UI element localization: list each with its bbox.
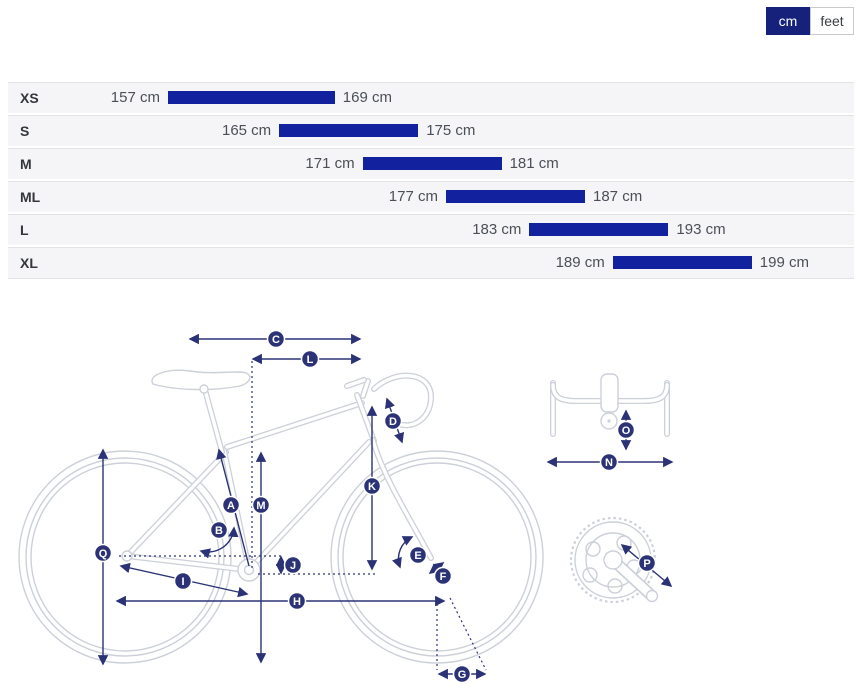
stem-clamp: [600, 373, 619, 413]
bottom-bracket: [237, 558, 261, 582]
bike-side-view: [18, 369, 544, 664]
pedal-hole: [645, 589, 659, 603]
badge-letter: F: [440, 571, 447, 583]
badge-letter: B: [215, 525, 223, 537]
saddle: [151, 369, 251, 394]
rear-dropout: [121, 550, 133, 562]
max-height-value: 193 cm: [676, 221, 726, 238]
badge-g: G: [452, 664, 472, 684]
size-label: ML: [20, 189, 41, 205]
dim-arc-e: [391, 536, 414, 569]
height-range-bar: [362, 157, 502, 170]
badge-q: Q: [93, 543, 113, 563]
size-label: M: [20, 156, 32, 172]
max-height-value: 187 cm: [593, 188, 643, 205]
badge-e: E: [408, 545, 428, 565]
size-label: XS: [20, 90, 39, 106]
badge-l: L: [300, 349, 320, 369]
badge-j: J: [283, 555, 303, 575]
height-range-bar: [612, 256, 752, 269]
dim-arrow-f: [428, 562, 445, 574]
badge-i: I: [173, 571, 193, 591]
badge-o: O: [616, 420, 636, 440]
size-row[interactable]: M 171 cm 181 cm: [8, 148, 854, 179]
front-wheel: [330, 450, 544, 664]
height-range-bar: [446, 190, 585, 203]
min-height-value: 177 cm: [388, 188, 438, 205]
badge-a: A: [221, 495, 241, 515]
min-height-value: 183 cm: [472, 221, 522, 238]
badge-letter: A: [227, 500, 235, 512]
size-label: S: [20, 123, 30, 139]
badge-d: D: [383, 411, 403, 431]
badge-f: F: [433, 566, 453, 586]
min-height-value: 171 cm: [305, 155, 355, 172]
badge-letter: Q: [99, 548, 108, 560]
handlebar-top-view: [550, 373, 670, 437]
min-height-value: 189 cm: [555, 254, 605, 271]
size-table: XS 157 cm 169 cm S 165 cm 175 cm M 171 c…: [8, 82, 854, 281]
max-height-value: 169 cm: [342, 89, 392, 106]
max-height-value: 181 cm: [509, 155, 559, 172]
size-row[interactable]: S 165 cm 175 cm: [8, 115, 854, 146]
badge-letter: E: [414, 550, 421, 562]
size-row[interactable]: XL 189 cm 199 cm: [8, 247, 854, 279]
badge-letter: D: [389, 416, 397, 428]
badge-letter: L: [307, 354, 314, 366]
badge-b: B: [209, 520, 229, 540]
badge-c: C: [266, 329, 286, 349]
min-height-value: 165 cm: [221, 122, 272, 139]
dimension-badges: C L D K A M B Q E J F I H G N O P: [93, 329, 657, 684]
badge-k: K: [362, 476, 382, 496]
badge-letter: K: [368, 481, 376, 493]
size-label: XL: [20, 255, 38, 271]
badge-letter: J: [290, 560, 296, 572]
badge-letter: P: [643, 558, 650, 570]
badge-letter: G: [458, 669, 467, 681]
size-row[interactable]: ML 177 cm 187 cm: [8, 181, 854, 212]
unit-feet-button[interactable]: feet: [810, 7, 854, 35]
badge-p: P: [637, 553, 657, 573]
badge-letter: I: [181, 576, 184, 588]
height-range-bar: [529, 223, 669, 236]
size-label: L: [20, 222, 29, 238]
badge-n: N: [599, 452, 619, 472]
size-row[interactable]: L 183 cm 193 cm: [8, 214, 854, 245]
badge-letter: M: [256, 500, 265, 512]
unit-toggle: cm feet: [766, 7, 854, 35]
dim-arc-b: [199, 526, 239, 559]
badge-letter: N: [605, 457, 613, 469]
geometry-diagram-svg: C L D K A M B Q E J F I H G N O P: [18, 329, 674, 684]
unit-cm-button[interactable]: cm: [766, 7, 810, 35]
geometry-diagram: C L D K A M B Q E J F I H G N O P: [0, 288, 862, 693]
bike-frame: [121, 378, 434, 582]
badge-h: H: [287, 591, 307, 611]
min-height-value: 157 cm: [110, 89, 160, 106]
height-range-bar: [168, 91, 335, 104]
badge-letter: H: [293, 596, 301, 608]
badge-letter: C: [272, 334, 280, 346]
max-height-value: 175 cm: [426, 122, 476, 139]
handlebar-side: [344, 372, 435, 429]
height-range-bar: [279, 124, 419, 137]
badge-m: M: [251, 495, 271, 515]
max-height-value: 199 cm: [759, 254, 809, 271]
badge-letter: O: [622, 425, 631, 437]
size-row[interactable]: XS 157 cm 169 cm: [8, 82, 854, 113]
